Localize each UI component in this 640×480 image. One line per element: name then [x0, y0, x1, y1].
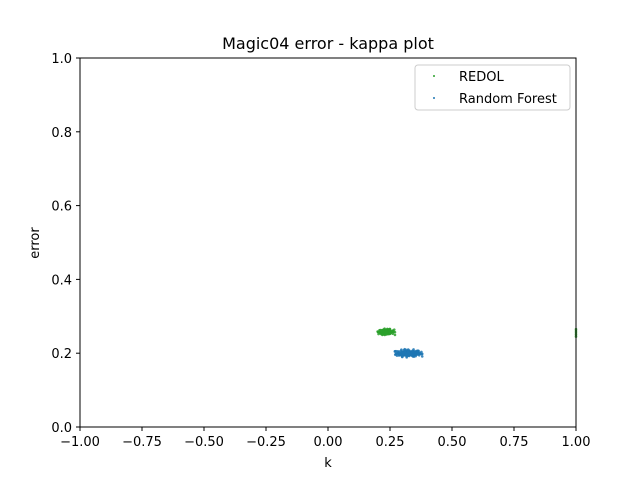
y-tick-label: 0.8	[51, 126, 72, 141]
random-forest-point	[416, 349, 419, 353]
redol-point	[382, 329, 385, 333]
points-layer	[376, 327, 578, 359]
random-forest-point	[394, 353, 398, 356]
random-forest-point	[393, 350, 397, 353]
y-axis: 0.0 0.2 0.4 0.6 0.8 1.0	[51, 52, 80, 436]
random-forest-point	[398, 353, 401, 356]
x-tick-label: 0.50	[438, 435, 467, 450]
redol-point	[393, 333, 397, 337]
redol-point	[384, 330, 387, 334]
random-forest-point	[401, 351, 405, 355]
random-forest-point	[420, 355, 424, 358]
y-tick-label: 1.0	[51, 52, 72, 67]
legend-label-redol: REDOL	[459, 70, 504, 85]
random-forest-point	[400, 355, 404, 359]
random-forest-point	[396, 349, 399, 353]
y-tick-label: 0.0	[51, 421, 72, 436]
x-tick-label: −0.75	[122, 435, 162, 450]
legend-marker-redol	[433, 75, 435, 77]
random-forest-point	[406, 348, 410, 351]
x-tick-label: −1.00	[60, 435, 100, 450]
random-forest-point	[406, 350, 410, 354]
legend-box	[414, 64, 571, 111]
legend: REDOL Random Forest	[414, 64, 571, 111]
random-forest-point	[418, 352, 421, 356]
redol-point	[388, 328, 392, 332]
x-tick-label: 0.00	[314, 435, 343, 450]
x-tick-label: −0.50	[184, 435, 224, 450]
random-forest-point	[420, 350, 423, 354]
x-tick-label: 1.00	[562, 435, 591, 450]
x-axis: −1.00 −0.75 −0.50 −0.25 0.00 0.25 0.50 0.75 1.00	[60, 427, 590, 450]
redol-point	[376, 330, 380, 334]
x-axis-label: k	[324, 456, 332, 471]
legend-label-random-forest: Random Forest	[459, 92, 557, 107]
y-axis-label: error	[28, 227, 43, 259]
legend-marker-random-forest	[433, 97, 435, 99]
redol-point	[388, 332, 392, 336]
redol-point	[392, 330, 395, 333]
redol-point	[383, 327, 386, 331]
x-tick-label: 0.75	[500, 435, 529, 450]
y-tick-label: 0.2	[51, 347, 72, 362]
y-tick-label: 0.6	[51, 200, 72, 215]
random-forest-point	[412, 348, 415, 351]
random-forest-point	[420, 352, 424, 356]
random-forest-point	[410, 351, 413, 355]
random-forest-point	[403, 350, 407, 354]
x-tick-label: 0.25	[376, 435, 405, 450]
random-forest-point	[413, 350, 417, 354]
random-forest-point	[412, 353, 415, 356]
random-forest-point	[400, 348, 403, 351]
y-tick-label: 0.4	[51, 273, 72, 288]
x-tick-label: −0.25	[246, 435, 286, 450]
random-forest-point	[405, 353, 408, 357]
chart-title: Magic04 error - kappa plot	[222, 34, 434, 53]
plot-frame	[79, 57, 577, 428]
